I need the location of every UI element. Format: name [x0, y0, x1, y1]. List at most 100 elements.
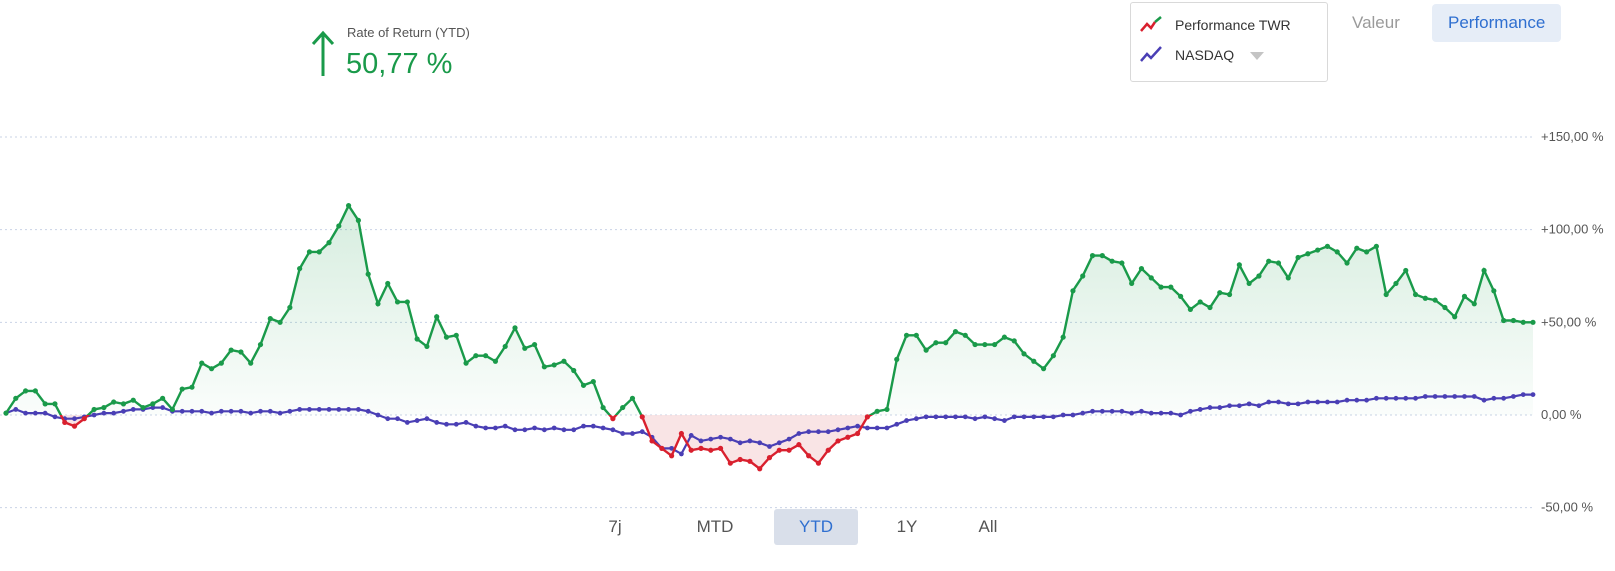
nasdaq-point — [424, 416, 430, 422]
nasdaq-point — [1276, 399, 1281, 405]
nasdaq-point — [316, 407, 322, 412]
twr-point — [52, 401, 58, 407]
twr-point — [1256, 273, 1262, 279]
y-tick-label: +100,00 % — [1541, 222, 1604, 237]
twr-point — [1363, 249, 1370, 255]
twr-point — [1031, 358, 1037, 364]
nasdaq-point — [160, 405, 166, 410]
twr-point — [688, 447, 694, 453]
twr-point — [1510, 317, 1517, 324]
nasdaq-point — [806, 429, 812, 435]
twr-point — [698, 445, 704, 451]
twr-point — [512, 325, 518, 331]
nasdaq-point — [101, 410, 107, 416]
nasdaq-point — [1462, 394, 1467, 399]
nasdaq-point — [13, 407, 19, 412]
nasdaq-point — [1491, 395, 1497, 401]
twr-point — [385, 280, 391, 287]
twr-point — [492, 358, 499, 364]
nasdaq-point — [708, 436, 714, 442]
twr-point — [747, 458, 753, 464]
range-ytd-button[interactable]: YTD — [774, 509, 858, 545]
twr-point — [267, 316, 273, 322]
twr-point — [874, 408, 880, 414]
nasdaq-point — [1197, 407, 1203, 412]
nasdaq-point — [1266, 399, 1272, 405]
chart-legend: Performance TWR NASDAQ — [1130, 2, 1328, 82]
twr-point — [1275, 260, 1282, 266]
legend-item-nasdaq[interactable]: NASDAQ — [1139, 43, 1265, 67]
range-mtd-button[interactable]: MTD — [696, 517, 734, 536]
nasdaq-point — [835, 427, 841, 433]
nasdaq-point — [1178, 412, 1184, 418]
twr-point — [345, 202, 352, 209]
twr-point — [786, 447, 792, 453]
twr-point — [1021, 351, 1027, 357]
twr-point — [796, 442, 802, 448]
twr-point — [1119, 260, 1125, 266]
nasdaq-point — [1139, 408, 1144, 414]
nasdaq-point — [444, 421, 449, 427]
twr-point — [1129, 280, 1135, 287]
twr-point — [1236, 262, 1242, 268]
twr-point — [766, 455, 773, 461]
nasdaq-point — [855, 423, 860, 429]
nasdaq-point — [1305, 399, 1311, 405]
nasdaq-point — [1325, 399, 1330, 405]
twr-point — [639, 414, 645, 420]
nasdaq-point — [1158, 410, 1164, 416]
twr-point — [864, 414, 870, 420]
twr-point — [1217, 290, 1223, 296]
nasdaq-point — [1471, 394, 1477, 399]
range-7j-button[interactable]: 7j — [608, 517, 622, 536]
twr-point — [600, 404, 606, 411]
range-1y-button[interactable]: 1Y — [896, 517, 918, 536]
nasdaq-point — [679, 451, 684, 457]
twr-point — [1187, 306, 1194, 312]
twr-point — [355, 217, 361, 223]
kpi-label: Rate of Return (YTD) — [347, 25, 470, 40]
nasdaq-point — [757, 440, 763, 446]
range-all-button[interactable]: All — [978, 517, 998, 536]
nasdaq-point — [776, 440, 782, 446]
nasdaq-point — [688, 432, 694, 438]
nasdaq-point — [953, 414, 958, 420]
nasdaq-point — [502, 423, 508, 429]
twr-point — [1403, 267, 1409, 274]
nasdaq-point — [277, 410, 283, 416]
nasdaq-point — [1530, 392, 1536, 398]
twr-point — [1178, 293, 1184, 299]
nasdaq-point — [825, 429, 831, 435]
nasdaq-point — [1344, 397, 1350, 403]
twr-point — [580, 382, 587, 388]
nasdaq-point — [395, 416, 400, 422]
y-axis-ticks: +150,00 % +100,00 % +50,00 % 0,00 % -50,00 % — [1541, 129, 1604, 515]
nasdaq-point — [199, 408, 205, 414]
twr-point — [1080, 273, 1086, 279]
twr-point — [189, 384, 195, 390]
twr-point — [541, 364, 547, 370]
nasdaq-point — [1119, 408, 1125, 414]
legend-item-performance-twr[interactable]: Performance TWR — [1139, 13, 1291, 37]
view-valeur-button[interactable]: Valeur — [1352, 13, 1400, 32]
nasdaq-point — [414, 418, 420, 423]
twr-point — [551, 362, 557, 368]
twr-point — [1520, 319, 1526, 325]
nasdaq-point — [130, 407, 136, 412]
nasdaq-point — [972, 416, 978, 422]
twr-point — [1354, 245, 1360, 251]
nasdaq-point — [1373, 395, 1379, 401]
nasdaq-point — [218, 408, 224, 414]
view-performance-button[interactable]: Performance — [1432, 4, 1562, 42]
nasdaq-point — [551, 425, 557, 431]
twr-point — [1432, 297, 1438, 303]
nasdaq-point — [228, 408, 234, 414]
twr-point — [1040, 366, 1047, 372]
twr-point — [620, 404, 626, 411]
twr-point — [1295, 254, 1301, 261]
twr-point — [835, 438, 841, 444]
chevron-down-icon[interactable] — [1250, 52, 1265, 60]
nasdaq-point — [590, 423, 596, 429]
nasdaq-point — [1256, 403, 1262, 409]
nasdaq-point — [874, 425, 880, 431]
